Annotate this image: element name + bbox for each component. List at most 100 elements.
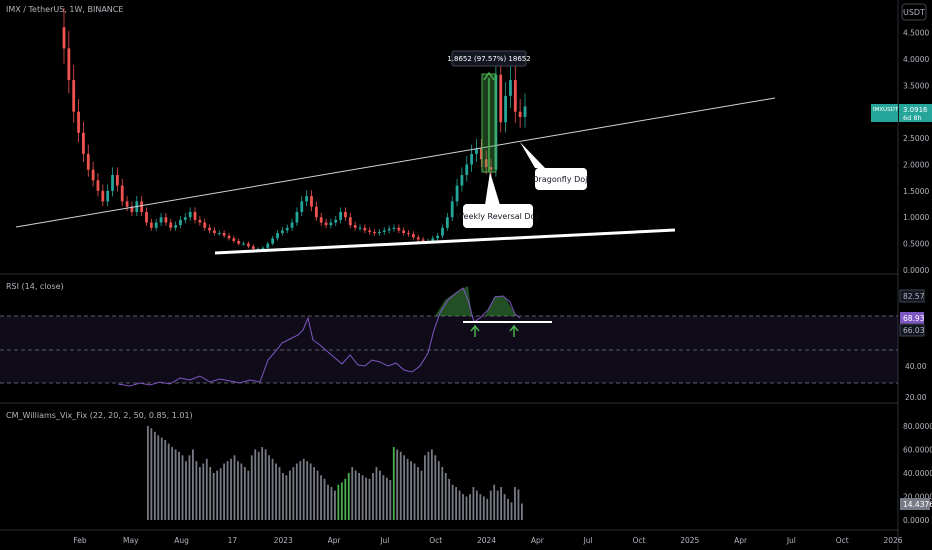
vix-bar bbox=[361, 475, 364, 520]
candle-body bbox=[251, 246, 255, 249]
vix-bar bbox=[358, 472, 361, 520]
rsi-line[interactable] bbox=[117, 287, 521, 387]
candle-body bbox=[378, 232, 381, 234]
candle-body bbox=[140, 201, 144, 212]
measure-arrow-head bbox=[483, 71, 495, 81]
vix-bar bbox=[379, 470, 381, 520]
vix-axis[interactable]: 80.0000 60.0000 40.0000 20.0000 0.0000 bbox=[903, 422, 932, 525]
vix-title[interactable]: CM_Williams_Vix_Fix (22, 20, 2, 50, 0.85… bbox=[6, 411, 193, 420]
vix-tick-label: 80.0000 bbox=[903, 422, 932, 431]
vix-bar bbox=[479, 494, 482, 520]
vix-bar bbox=[372, 472, 374, 520]
vix-bar bbox=[205, 458, 208, 520]
time-tick-label: Aug bbox=[174, 536, 189, 545]
vix-bar bbox=[174, 449, 177, 520]
vix-bar bbox=[475, 490, 478, 520]
candle-body bbox=[407, 233, 410, 235]
vix-bar bbox=[243, 467, 246, 520]
vix-bar bbox=[216, 470, 219, 520]
vix-bar bbox=[514, 487, 516, 520]
vix-bar bbox=[441, 467, 444, 520]
vix-bar bbox=[157, 435, 160, 520]
candle-body bbox=[183, 217, 187, 220]
vix-bar bbox=[302, 458, 305, 520]
candle-body bbox=[445, 217, 449, 228]
symbol-title[interactable]: IMX / TetherUS, 1W, BINANCE bbox=[6, 5, 123, 14]
dragonfly-doji-callout[interactable]: Dragonfly Doji bbox=[520, 142, 590, 190]
vix-bar bbox=[230, 458, 232, 520]
candle-body bbox=[174, 225, 178, 228]
vix-bar bbox=[486, 498, 489, 520]
vix-bar bbox=[202, 463, 205, 520]
ascending-trendline-upper[interactable] bbox=[15, 97, 776, 228]
vix-bar bbox=[219, 468, 222, 520]
candle-body bbox=[179, 219, 182, 226]
vix-bar bbox=[472, 487, 475, 520]
candle-body bbox=[518, 111, 522, 117]
candle-body bbox=[339, 211, 342, 220]
candlestick-series bbox=[62, 7, 527, 251]
ascending-trendline-support[interactable] bbox=[214, 228, 676, 255]
candle-body bbox=[353, 225, 357, 228]
currency-label: USDT bbox=[903, 8, 925, 17]
last-price-tag: IMXUSDT 3.0916 6d 8h bbox=[871, 104, 932, 122]
candle-body bbox=[465, 164, 469, 176]
candle-body bbox=[523, 106, 527, 117]
vix-tick-label: 60.0000 bbox=[903, 445, 932, 454]
vix-bar bbox=[493, 484, 496, 520]
vix-bar bbox=[250, 455, 253, 520]
candle-body bbox=[72, 80, 76, 112]
vix-bar bbox=[195, 461, 198, 520]
candle-body bbox=[193, 211, 197, 220]
vix-bar bbox=[181, 455, 184, 520]
candle-body bbox=[441, 227, 444, 236]
vix-bar bbox=[489, 490, 492, 520]
vix-bar bbox=[500, 487, 503, 520]
candle-body bbox=[421, 239, 425, 241]
vix-bar bbox=[147, 425, 149, 520]
candle-body bbox=[213, 230, 216, 234]
vix-bar bbox=[496, 490, 499, 520]
time-tick-label: 17 bbox=[228, 536, 238, 545]
vix-bar bbox=[382, 475, 385, 520]
vix-bar bbox=[198, 467, 201, 520]
vix-bar bbox=[365, 477, 367, 520]
vix-bar bbox=[351, 467, 354, 520]
candle-body bbox=[62, 27, 66, 49]
candle-body bbox=[373, 232, 376, 234]
rsi-tick-20: 20.00 bbox=[905, 393, 927, 402]
currency-button[interactable]: USDT bbox=[901, 3, 927, 21]
vix-bar bbox=[254, 449, 257, 520]
time-tick-label: Jul bbox=[786, 536, 796, 545]
candle-body bbox=[290, 222, 294, 228]
price-tick-label: 1.5000 bbox=[903, 187, 929, 196]
vix-bar bbox=[295, 463, 298, 520]
candle-body bbox=[392, 227, 396, 229]
candle-body bbox=[475, 148, 478, 154]
candle-body bbox=[319, 217, 323, 223]
rsi-tag-lower: 66.03 bbox=[899, 323, 925, 337]
rsi-up-arrow-1 bbox=[470, 324, 480, 337]
candle-body bbox=[115, 175, 119, 186]
price-tick-label: 2.0000 bbox=[903, 160, 929, 169]
rsi-title[interactable]: RSI (14, close) bbox=[6, 282, 64, 291]
candle-body bbox=[217, 233, 221, 235]
time-axis[interactable]: Feb May Aug 17 2023 Apr Jul Oct 2024 Apr Jul Oct 202… bbox=[73, 536, 902, 545]
vix-bar bbox=[521, 503, 523, 520]
candle-body bbox=[77, 111, 80, 133]
candle-body bbox=[101, 190, 105, 202]
rsi-up-arrow-2 bbox=[509, 324, 519, 337]
candle-body bbox=[314, 206, 318, 218]
rsi-tag-current-text: 68.93 bbox=[903, 314, 925, 323]
weekly-reversal-doji-callout[interactable]: Weekly Reversal Doji bbox=[456, 172, 540, 228]
vix-bar bbox=[278, 467, 281, 520]
rsi-overbought-fill-1 bbox=[435, 286, 472, 316]
candle-body bbox=[125, 201, 129, 207]
price-tick-label: 0.0000 bbox=[903, 266, 929, 275]
candle-body bbox=[232, 238, 236, 241]
candle-body bbox=[344, 211, 347, 218]
candle-body bbox=[455, 185, 459, 202]
rsi-tag-lower-text: 66.03 bbox=[903, 326, 925, 335]
time-tick-label: Apr bbox=[328, 536, 342, 545]
